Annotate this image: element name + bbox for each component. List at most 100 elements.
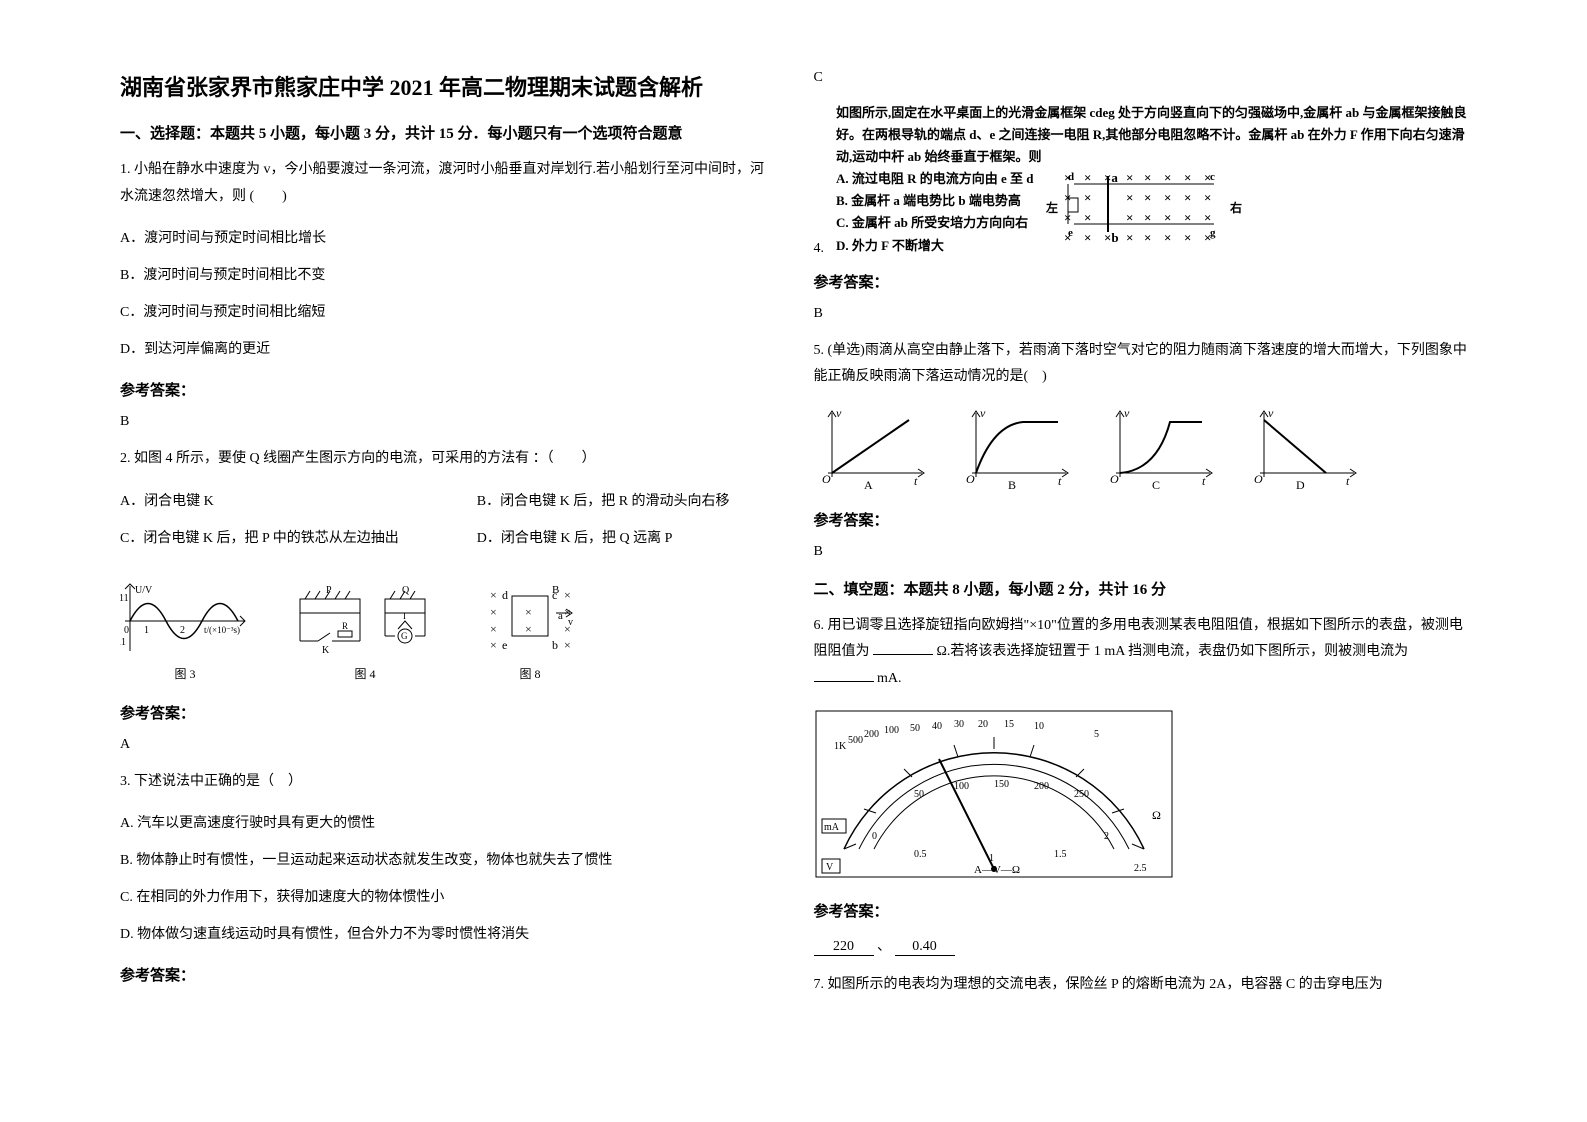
svg-text:5: 5 — [1094, 729, 1099, 740]
q4-option-b: B. 金属杆 a 端电势比 b 端电势高 — [836, 190, 1034, 212]
q5-answer: B — [814, 544, 1468, 560]
q4-stem: 如图所示,固定在水平桌面上的光滑金属框架 cdeg 处于方向竖直向下的匀强磁场中… — [836, 102, 1467, 168]
svg-text:×: × — [564, 638, 571, 652]
svg-text:×: × — [1144, 230, 1151, 245]
q3-option-c: C. 在相同的外力作用下，获得加速度大的物体惯性小 — [120, 883, 774, 914]
q6-ans1: 220 — [814, 939, 874, 956]
svg-text:×: × — [1184, 230, 1191, 245]
q1-answer-label: 参考答案： — [120, 379, 774, 400]
svg-text:t: t — [914, 474, 918, 488]
svg-text:R: R — [342, 621, 348, 631]
svg-text:150: 150 — [994, 779, 1009, 790]
q5-graph-d: v O t D — [1246, 405, 1366, 495]
q4-body: 如图所示,固定在水平桌面上的光滑金属框架 cdeg 处于方向竖直向下的匀强磁场中… — [836, 102, 1467, 257]
svg-text:×: × — [1144, 170, 1151, 185]
figure-4-label: 图 4 — [290, 665, 440, 682]
q6-blank-2 — [814, 681, 874, 682]
svg-text:右: 右 — [1229, 200, 1242, 215]
svg-text:×: × — [1126, 230, 1133, 245]
svg-text:A: A — [864, 478, 873, 492]
q1-answer: B — [120, 414, 774, 430]
svg-text:O: O — [1110, 472, 1119, 486]
svg-text:t: t — [1346, 474, 1350, 488]
svg-text:左: 左 — [1045, 200, 1058, 215]
svg-text:×: × — [1084, 170, 1091, 185]
q6-stem-b: Ω.若将该表选择旋钮置于 1 mA 挡测电流，表盘仍如下图所示，则被测电流为 — [937, 644, 1409, 659]
q5-graph-a: v O t A — [814, 405, 934, 495]
figure-4: K P Q R G I 图 4 — [290, 581, 440, 682]
svg-text:×: × — [1144, 190, 1151, 205]
q4-answer: B — [814, 306, 1468, 322]
svg-text:×: × — [490, 605, 497, 619]
q3-answer: C — [814, 70, 1468, 86]
svg-text:C: C — [1152, 478, 1160, 492]
svg-text:200: 200 — [864, 729, 879, 740]
section-1-header: 一、选择题：本题共 5 小题，每小题 3 分，共计 15 分．每小题只有一个选项… — [120, 122, 774, 143]
svg-text:v: v — [1124, 406, 1130, 420]
svg-text:×: × — [1164, 230, 1171, 245]
q2-option-d: D．闭合电键 K 后，把 Q 远离 P — [477, 524, 774, 555]
svg-text:c: c — [1210, 171, 1215, 183]
figure-8: ×d c× ××× ××× ×e b× B a v 图 8 — [480, 581, 580, 682]
q7-stem: 7. 如图所示的电表均为理想的交流电表，保险丝 P 的熔断电流为 2A，电容器 … — [814, 972, 1468, 999]
q5-stem: 5. (单选)雨滴从高空由静止落下，若雨滴下落时空气对它的阻力随雨滴下落速度的增… — [814, 338, 1468, 391]
svg-text:20: 20 — [978, 719, 988, 730]
svg-text:U/V: U/V — [135, 585, 153, 596]
q3-option-b: B. 物体静止时有惯性，一旦运动起来运动状态就发生改变，物体也就失去了惯性 — [120, 846, 774, 877]
left-column: 湖南省张家界市熊家庄中学 2021 年高二物理期末试题含解析 一、选择题：本题共… — [100, 70, 794, 1092]
svg-text:×: × — [1184, 210, 1191, 225]
svg-text:d: d — [1068, 171, 1074, 183]
svg-text:×: × — [525, 605, 532, 619]
page-title: 湖南省张家界市熊家庄中学 2021 年高二物理期末试题含解析 — [120, 70, 774, 102]
svg-text:×: × — [1204, 190, 1211, 205]
svg-text:×: × — [1126, 170, 1133, 185]
svg-text:mA: mA — [824, 822, 840, 833]
q6-ans2: 0.40 — [895, 939, 955, 956]
svg-text:B: B — [1008, 478, 1016, 492]
svg-text:×: × — [1184, 190, 1191, 205]
svg-text:v: v — [836, 406, 842, 420]
q4-option-d: D. 外力 F 不断增大 — [836, 235, 1034, 257]
svg-text:×b: ×b — [1104, 230, 1119, 245]
svg-text:50: 50 — [910, 723, 920, 734]
svg-text:1: 1 — [989, 853, 994, 864]
svg-text:e: e — [502, 638, 507, 652]
q2-figures: U/V 311 -311 1 2 t/(×10⁻³s) 0 图 3 — [120, 581, 774, 682]
q4-option-c: C. 金属杆 ab 所受安培力方向向右 — [836, 212, 1034, 234]
svg-text:×: × — [1084, 190, 1091, 205]
q4-container: 4. 如图所示,固定在水平桌面上的光滑金属框架 cdeg 处于方向竖直向下的匀强… — [814, 102, 1468, 257]
svg-text:×: × — [1164, 170, 1171, 185]
svg-text:0: 0 — [872, 831, 877, 842]
svg-text:0: 0 — [124, 625, 129, 636]
q3-stem: 3. 下述说法中正确的是（ ） — [120, 769, 774, 796]
figure-8-label: 图 8 — [480, 665, 580, 682]
q6-connector: 、 — [877, 939, 891, 954]
q4-answer-label: 参考答案： — [814, 271, 1468, 292]
q2-stem: 2. 如图 4 所示，要使 Q 线圈产生图示方向的电流，可采用的方法有 ：（ ） — [120, 446, 774, 473]
svg-text:-311: -311 — [120, 637, 126, 648]
svg-text:500: 500 — [848, 735, 863, 746]
q5-graph-b: v O t B — [958, 405, 1078, 495]
svg-text:1: 1 — [144, 625, 149, 636]
svg-text:d: d — [502, 588, 508, 602]
svg-text:×: × — [490, 588, 497, 602]
svg-text:100: 100 — [954, 781, 969, 792]
svg-text:40: 40 — [932, 721, 942, 732]
svg-text:O: O — [822, 472, 831, 486]
svg-text:×: × — [1084, 230, 1091, 245]
svg-text:×: × — [1144, 210, 1151, 225]
svg-text:1.5: 1.5 — [1054, 849, 1067, 860]
q2-answer: A — [120, 737, 774, 753]
svg-text:t: t — [1058, 474, 1062, 488]
svg-text:v: v — [980, 406, 986, 420]
svg-text:B: B — [552, 584, 559, 596]
svg-text:Q: Q — [402, 585, 410, 596]
right-column: C 4. 如图所示,固定在水平桌面上的光滑金属框架 cdeg 处于方向竖直向下的… — [794, 70, 1488, 1092]
figure-3-label: 图 3 — [120, 665, 250, 682]
q1-stem: 1. 小船在静水中速度为 v，今小船要渡过一条河流，渡河时小船垂直对岸划行.若小… — [120, 157, 774, 210]
q1-option-d: D．到达河岸偏离的更近 — [120, 335, 774, 366]
svg-text:×: × — [1184, 170, 1191, 185]
svg-text:15: 15 — [1004, 719, 1014, 730]
figure-3: U/V 311 -311 1 2 t/(×10⁻³s) 0 图 3 — [120, 581, 250, 682]
svg-text:O: O — [1254, 472, 1263, 486]
